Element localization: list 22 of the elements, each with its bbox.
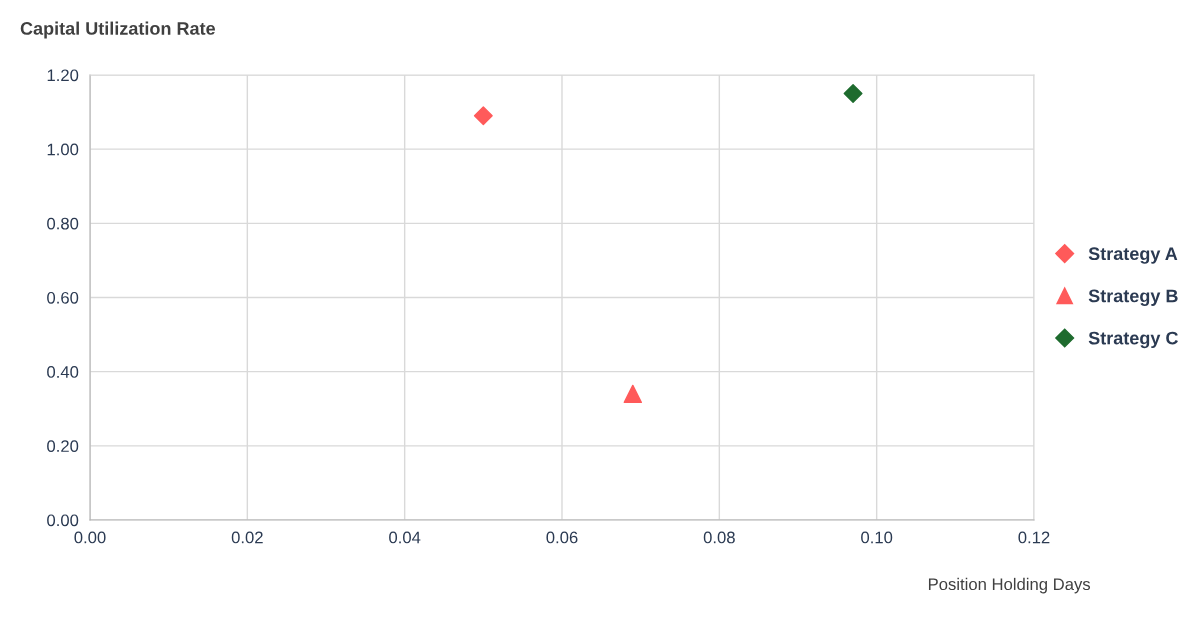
legend-label: Strategy B (1088, 289, 1178, 306)
x-tick-label: 0.04 (389, 531, 421, 544)
y-tick-label: 1.00 (47, 143, 79, 156)
point (843, 84, 863, 104)
y-tick-label: 0.00 (47, 514, 79, 527)
y-tick-label: 1.20 (47, 69, 79, 82)
x-tick-label: 0.02 (231, 531, 263, 544)
x-tick-label: 0.08 (703, 531, 735, 544)
legend-label: Strategy A (1088, 247, 1178, 264)
point (473, 106, 493, 126)
x-tick-label: 0.10 (861, 531, 893, 544)
legend-label: Strategy C (1088, 331, 1178, 349)
x-axis-title: Position Holding Days (928, 577, 1091, 594)
x-tick-label: 0.12 (1018, 531, 1050, 544)
x-tick-label: 0.06 (546, 531, 578, 544)
y-tick-label: 0.60 (47, 291, 79, 304)
y-tick-label: 0.20 (47, 440, 79, 453)
x-tick-label: 0.00 (74, 531, 106, 544)
point (623, 384, 643, 404)
chart-title: Capital Utilization Rate (20, 21, 216, 39)
y-tick-label: 0.40 (47, 366, 79, 378)
y-tick-label: 0.80 (47, 217, 79, 230)
